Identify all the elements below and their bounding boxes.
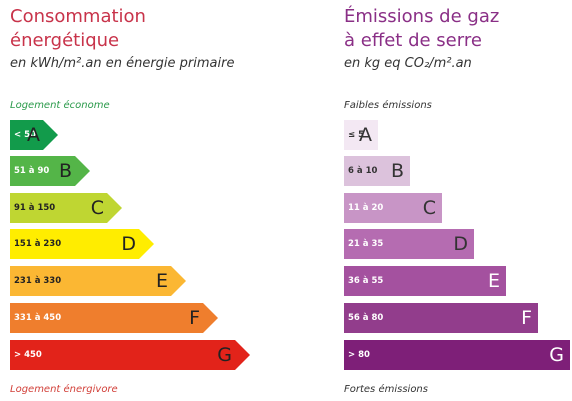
ges-class-range: > 80 bbox=[348, 350, 370, 360]
energy-class-range: 151 à 230 bbox=[14, 239, 62, 249]
energy-unit: en kWh/m².an en énergie primaire bbox=[10, 56, 235, 71]
ges-class-letter: C bbox=[422, 197, 436, 219]
ges-class-letter: B bbox=[390, 160, 404, 182]
ges-title-line2: à effet de serre bbox=[344, 30, 482, 51]
energy-class-letter: F bbox=[189, 307, 200, 329]
ges-class-f-bar: 56 à 80 F bbox=[344, 303, 538, 333]
energy-class-a-bar: < 50 A bbox=[10, 120, 58, 150]
ges-class-e-bar: 36 à 55 E bbox=[344, 266, 506, 296]
ges-class-letter: D bbox=[453, 233, 468, 255]
ges-class-range: ≤ 5 bbox=[348, 130, 364, 140]
ges-class-g-bar: > 80 G bbox=[344, 340, 570, 370]
ges-class-letter: E bbox=[487, 270, 500, 292]
energy-class-letter: B bbox=[58, 160, 72, 182]
energy-class-d-bar: 151 à 230 D bbox=[10, 229, 154, 259]
energy-class-f-bar: 331 à 450 F bbox=[10, 303, 218, 333]
energy-class-range: < 50 bbox=[14, 130, 36, 140]
ges-class-range: 56 à 80 bbox=[348, 313, 384, 323]
energy-title-line2: énergétique bbox=[10, 30, 120, 51]
ges-title-line1: Émissions de gaz bbox=[344, 6, 500, 27]
energy-class-g-bar: > 450 G bbox=[10, 340, 250, 370]
energy-class-letter: D bbox=[121, 233, 136, 255]
ges-class-letter: F bbox=[521, 307, 532, 329]
energy-class-range: > 450 bbox=[14, 350, 42, 360]
energy-class-letter: E bbox=[155, 270, 168, 292]
energy-class-letter: C bbox=[90, 197, 104, 219]
ges-caption-bottom: Fortes émissions bbox=[344, 384, 428, 395]
energy-caption-top: Logement économe bbox=[10, 100, 110, 111]
ges-class-c-bar: 11 à 20 C bbox=[344, 193, 442, 223]
ges-class-d-bar: 21 à 35 D bbox=[344, 229, 474, 259]
ges-emissions-panel: Émissions de gaz à effet de serre en kg … bbox=[332, 0, 572, 401]
energy-title-line1: Consommation bbox=[10, 6, 146, 27]
ges-caption-top: Faibles émissions bbox=[344, 100, 432, 111]
energy-class-letter: G bbox=[217, 344, 232, 366]
energy-class-letter: A bbox=[27, 124, 40, 146]
energy-class-range: 231 à 330 bbox=[14, 276, 62, 286]
ges-class-b-bar: 6 à 10 B bbox=[344, 156, 410, 186]
energy-class-range: 51 à 90 bbox=[14, 166, 50, 176]
energy-consumption-panel: Consommation énergétique en kWh/m².an en… bbox=[0, 0, 280, 401]
ges-class-letter: G bbox=[549, 344, 564, 366]
ges-class-range: 6 à 10 bbox=[348, 166, 378, 176]
energy-class-c-bar: 91 à 150 C bbox=[10, 193, 122, 223]
ges-unit: en kg eq CO₂/m².an bbox=[344, 56, 472, 71]
energy-class-b-bar: 51 à 90 B bbox=[10, 156, 90, 186]
ges-class-range: 36 à 55 bbox=[348, 276, 384, 286]
ges-class-range: 11 à 20 bbox=[348, 203, 384, 213]
energy-class-range: 331 à 450 bbox=[14, 313, 62, 323]
energy-class-e-bar: 231 à 330 E bbox=[10, 266, 186, 296]
energy-class-range: 91 à 150 bbox=[14, 203, 56, 213]
ges-class-letter: A bbox=[359, 124, 372, 146]
ges-class-range: 21 à 35 bbox=[348, 239, 384, 249]
energy-caption-bottom: Logement énergivore bbox=[10, 384, 118, 395]
